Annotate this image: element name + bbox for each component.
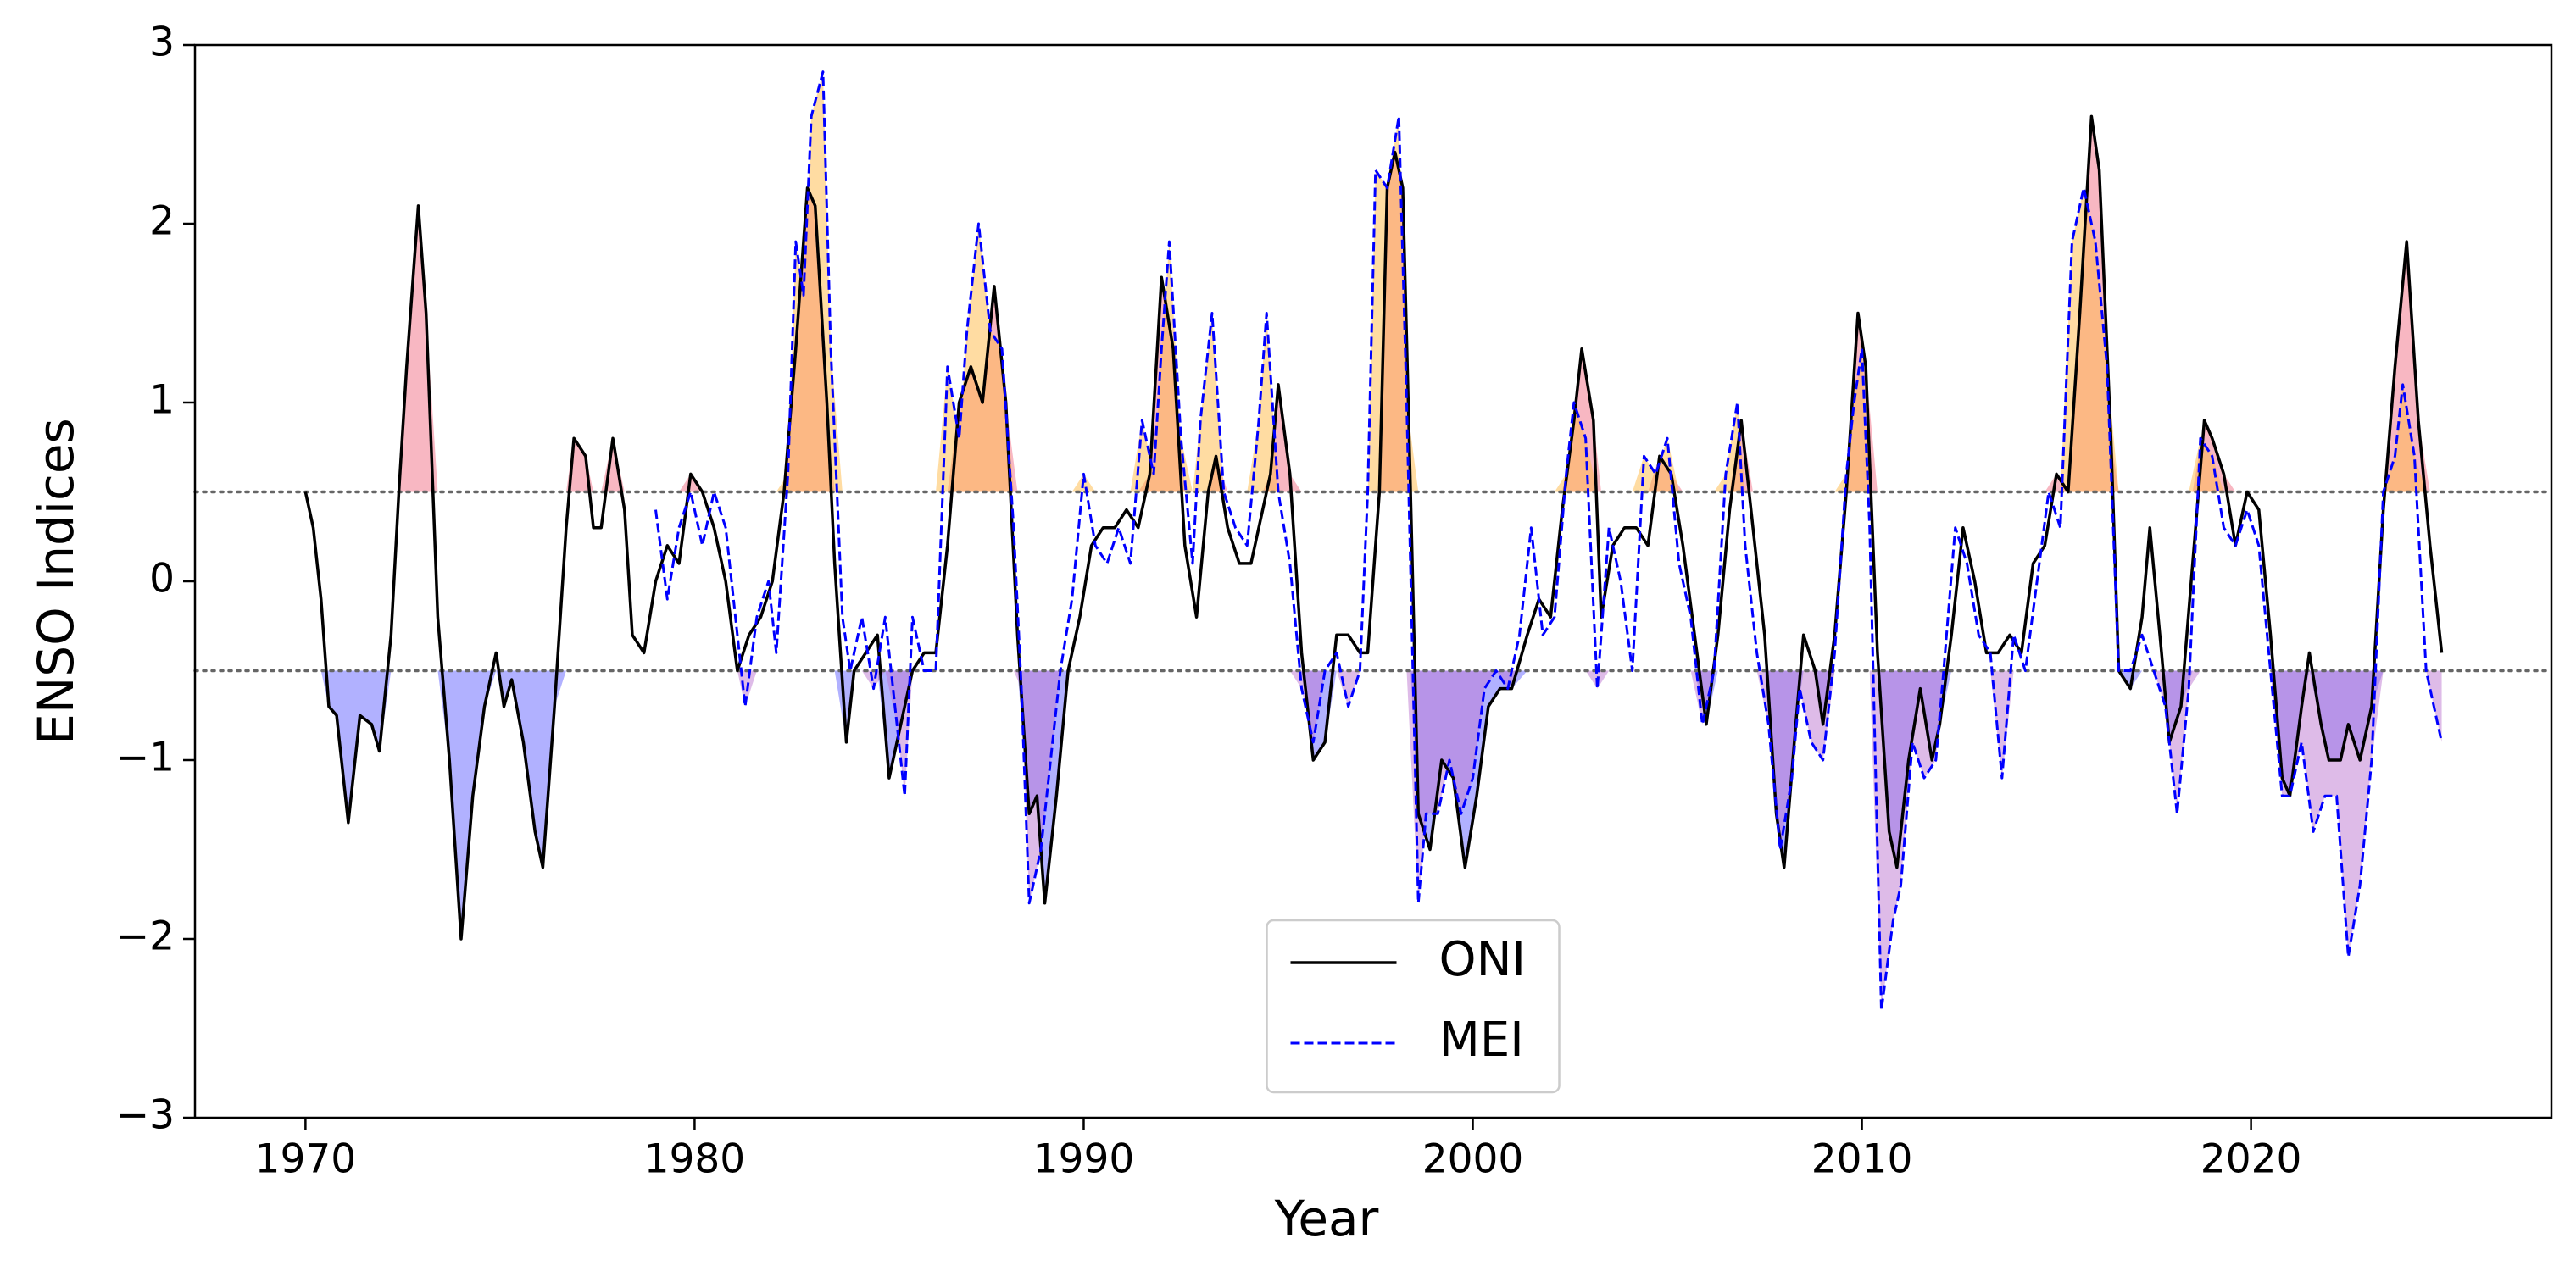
y-axis-label: ENSO Indices — [27, 418, 85, 745]
series-line — [654, 70, 2444, 1012]
y-tick-label: 0 — [149, 556, 175, 602]
x-axis-label: Year — [1274, 1190, 1379, 1247]
x-tick-label: 1970 — [255, 1136, 357, 1183]
legend-label: ONI — [1439, 932, 1526, 987]
x-tick-label: 2000 — [1422, 1136, 1524, 1183]
x-tick-label: 1990 — [1033, 1136, 1135, 1183]
y-tick-label: −2 — [116, 913, 175, 960]
x-tick-label: 2010 — [1811, 1136, 1913, 1183]
y-tick-label: 3 — [149, 19, 175, 66]
series-line — [303, 114, 2444, 941]
x-tick-label: 2020 — [2200, 1136, 2302, 1183]
x-tick-label: 1980 — [644, 1136, 746, 1183]
y-tick-label: −3 — [116, 1092, 175, 1139]
y-tick-label: 2 — [149, 198, 175, 245]
y-tick-label: −1 — [116, 735, 175, 781]
area-below — [305, 670, 2442, 939]
y-tick-label: 1 — [149, 377, 175, 424]
legend-label: MEI — [1439, 1013, 1524, 1068]
area-above — [655, 71, 2442, 492]
